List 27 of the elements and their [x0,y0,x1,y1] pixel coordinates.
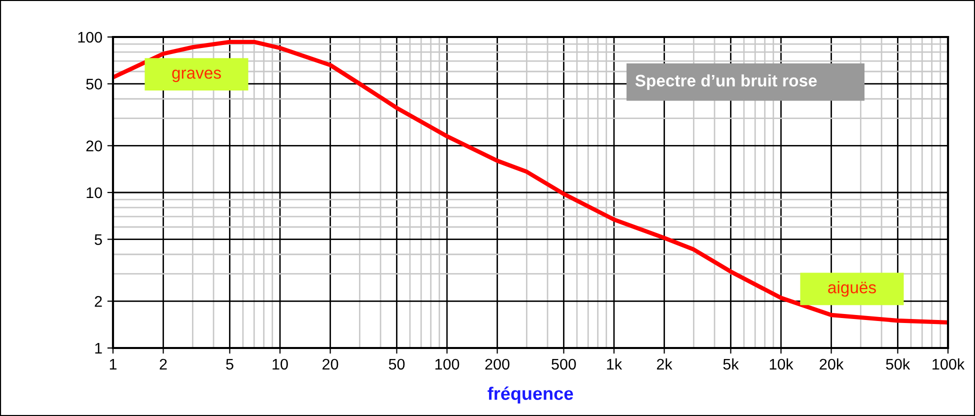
x-tick-label: 2 [160,358,167,370]
y-tick-label: 2 [94,296,102,307]
y-tick-label: 1 [95,343,102,354]
x-tick-label: 20k [820,358,844,370]
x-tick-label: 50k [886,358,910,370]
x-tick-label: 200 [485,358,510,370]
x-tick-label: 5 [226,358,234,370]
x-tick-label: 100 [435,358,460,370]
y-tick-label: 20 [86,140,102,152]
text: Spectre d’un bruit rose [635,74,817,90]
x-tick-label: 1 [110,358,117,370]
x-tick-label: 10k [770,358,794,370]
x-tick-label: 1k [607,358,622,370]
x-tick-label: 2k [656,358,672,370]
y-tick-label: 5 [94,234,102,245]
annotation: aiguës [828,281,876,297]
x-tick-label: 20 [322,358,338,370]
annotation: graves [172,70,221,82]
x-tick-label: 500 [552,358,576,370]
x-tick-label: 50 [388,358,405,370]
x-tick-label: 100k [932,358,965,370]
x-tick-label: 10 [272,358,288,370]
x-tick-label: 5k [723,358,739,370]
y-tick-label: 100 [78,32,102,43]
y-tick-label: 50 [86,78,102,90]
y-tick-label: 10 [86,187,102,198]
x-axis-title: fréquence [488,386,574,404]
